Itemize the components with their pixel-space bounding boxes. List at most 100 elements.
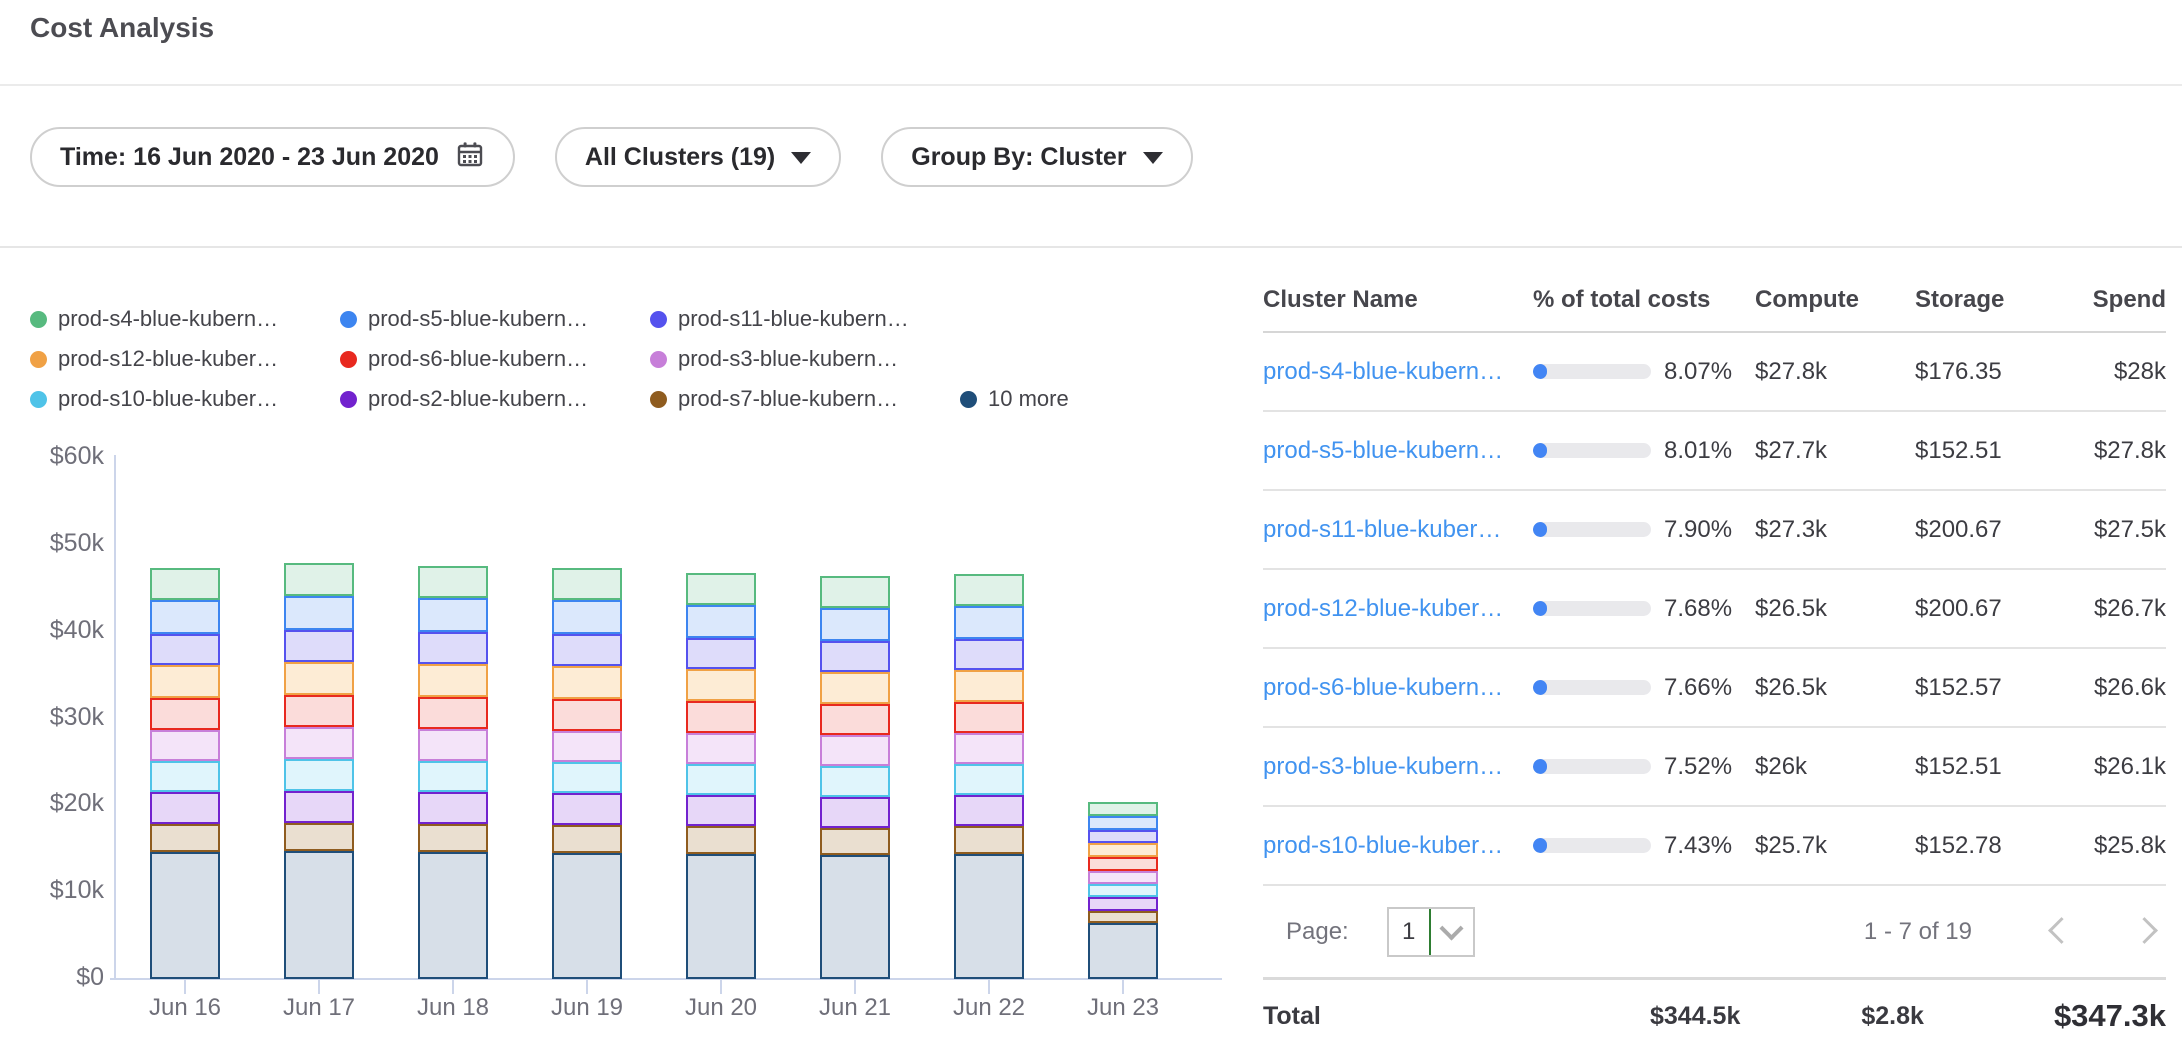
cluster-name-link[interactable]: prod-s4-blue-kubern… (1263, 357, 1504, 385)
legend-series-label: prod-s3-blue-kubern… (678, 346, 899, 371)
bar-segment (820, 576, 890, 608)
legend-item[interactable]: 10 more (960, 386, 1069, 412)
pct-progress-fill (1533, 601, 1547, 616)
bar-segment (284, 851, 354, 979)
column-header-spend: Spend (2092, 285, 2166, 313)
pct-progress-bar (1533, 838, 1651, 853)
bar-segment (284, 630, 354, 662)
pct-progress-fill (1533, 443, 1547, 458)
next-page-button[interactable] (2129, 915, 2160, 949)
stacked-bar[interactable] (418, 566, 488, 979)
stacked-bar[interactable] (954, 574, 1024, 979)
cluster-name-link[interactable]: prod-s12-blue-kuber… (1263, 594, 1504, 622)
pct-progress-fill (1533, 364, 1547, 379)
y-axis-tick-label: $10k (49, 876, 104, 905)
y-axis-tick-label: $20k (49, 789, 104, 818)
stacked-bar[interactable] (284, 563, 354, 979)
stacked-bar[interactable] (552, 568, 622, 979)
bar-segment (418, 824, 488, 852)
y-axis-tick-label: $30k (49, 702, 104, 731)
bar-segment (552, 666, 622, 699)
cell-compute: $25.7k (1755, 831, 1828, 859)
legend-item[interactable]: prod-s10-blue-kuber… (30, 386, 340, 412)
page-select-divider (1428, 908, 1431, 955)
legend-series-label: prod-s10-blue-kuber… (58, 386, 279, 411)
cluster-name-link[interactable]: prod-s10-blue-kuber… (1263, 831, 1504, 859)
bar-segment (150, 730, 220, 761)
bar-segment (954, 702, 1024, 733)
cell-compute: $27.3k (1755, 515, 1828, 543)
page-select[interactable]: 1 (1386, 906, 1475, 957)
pct-value: 7.90% (1664, 515, 1733, 543)
clusters-filter-dropdown[interactable]: All Clusters (19) (554, 127, 842, 187)
legend-item[interactable]: prod-s2-blue-kubern… (340, 386, 650, 412)
cluster-name-link[interactable]: prod-s5-blue-kubern… (1263, 436, 1504, 464)
bar-segment (820, 672, 890, 704)
legend-item[interactable]: prod-s7-blue-kubern… (650, 386, 960, 412)
bar-segment (820, 797, 890, 828)
bar-segment (686, 605, 756, 638)
stacked-bar[interactable] (1088, 802, 1158, 979)
legend-row: prod-s12-blue-kuber… prod-s6-blue-kubern…… (30, 339, 1069, 379)
legend-item[interactable]: prod-s11-blue-kubern… (650, 306, 909, 332)
legend-item[interactable]: prod-s6-blue-kubern… (340, 346, 650, 372)
chevron-right-icon (2131, 916, 2158, 944)
cell-spend: $26.1k (2093, 752, 2166, 780)
page-label: Page: (1286, 917, 1349, 945)
pct-value: 7.68% (1664, 594, 1733, 622)
page-title: Cost Analysis (30, 12, 215, 43)
cell-pct-of-total: 7.90% (1533, 516, 1755, 544)
bar-segment (150, 824, 220, 852)
table-row: prod-s3-blue-kubern… 7.52% $26k $152.51 $26.… (1263, 728, 2166, 807)
group-by-dropdown[interactable]: Group By: Cluster (881, 127, 1193, 187)
legend-item[interactable]: prod-s12-blue-kuber… (30, 346, 340, 372)
stacked-bar[interactable] (820, 576, 890, 979)
cell-pct-of-total: 8.01% (1533, 437, 1755, 465)
total-label: Total (1263, 1001, 1321, 1030)
cell-cluster-name: prod-s11-blue-kuber… (1263, 516, 1533, 544)
bar-segment (418, 761, 488, 792)
bar-segment (686, 733, 756, 764)
bar-segment (284, 662, 354, 695)
legend-series-dot-icon (960, 390, 977, 408)
legend-item[interactable]: prod-s5-blue-kubern… (340, 306, 650, 332)
total-row-divider (1263, 977, 2166, 980)
legend-item[interactable]: prod-s4-blue-kubern… (30, 306, 340, 332)
cell-cluster-name: prod-s3-blue-kubern… (1263, 753, 1533, 781)
table-body: prod-s4-blue-kubern… 8.07% $27.8k $176.35 $2… (1263, 333, 2166, 886)
filter-bar: Time: 16 Jun 2020 - 23 Jun 2020 All Clus… (30, 127, 1193, 187)
pct-progress-fill (1533, 680, 1547, 695)
legend-series-dot-icon (650, 390, 667, 408)
bar-segment (686, 854, 756, 979)
bar-segment (686, 701, 756, 733)
bar-segment (552, 699, 622, 731)
bar-segment (284, 791, 354, 823)
bar-segment (686, 638, 756, 669)
bar-segment (954, 670, 1024, 702)
cluster-name-link[interactable]: prod-s11-blue-kuber… (1263, 515, 1502, 543)
time-range-filter[interactable]: Time: 16 Jun 2020 - 23 Jun 2020 (30, 127, 515, 187)
legend-series-dot-icon (340, 390, 357, 408)
bar-segment (954, 764, 1024, 795)
cluster-name-link[interactable]: prod-s6-blue-kubern… (1263, 673, 1504, 701)
x-axis-tick (854, 980, 856, 994)
cluster-name-link[interactable]: prod-s3-blue-kubern… (1263, 752, 1504, 780)
stacked-bar[interactable] (686, 573, 756, 979)
bar-segment (1088, 802, 1158, 816)
cell-cluster-name: prod-s10-blue-kuber… (1263, 832, 1533, 860)
table-row: prod-s11-blue-kuber… 7.90% $27.3k $200.67 $2… (1263, 491, 2166, 570)
bar-segment (686, 573, 756, 605)
bar-segment (1088, 857, 1158, 871)
bar-segment (284, 727, 354, 759)
bar-segment (150, 665, 220, 698)
cell-spend: $27.8k (2093, 436, 2166, 464)
stacked-bar[interactable] (150, 568, 220, 979)
legend-item[interactable]: prod-s3-blue-kubern… (650, 346, 898, 372)
x-axis-tick-label: Jun 23 (1086, 994, 1160, 1021)
legend-series-dot-icon (650, 350, 667, 368)
bar-segment (820, 855, 890, 979)
cell-compute: $27.7k (1755, 436, 1828, 464)
previous-page-button[interactable] (2046, 915, 2077, 949)
pct-value: 7.52% (1664, 752, 1733, 780)
